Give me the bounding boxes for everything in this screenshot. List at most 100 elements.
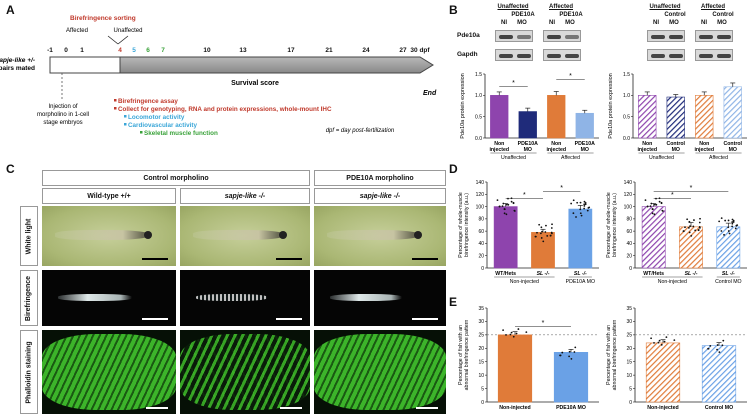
- data-point: [731, 221, 734, 223]
- y-tick-label: 0.5: [623, 114, 630, 120]
- data-point: [559, 354, 562, 357]
- bar: [666, 96, 685, 139]
- data-point: [689, 225, 691, 227]
- data-point: [720, 217, 723, 219]
- timeline-tick-label: 4: [118, 47, 122, 54]
- timeline-diagram: -1 0 1 4 5 6 7 10 13 17 21 24 27 30 dpf Survival scor…: [0, 15, 437, 137]
- western-blot-area: Unaffected PDE10A NI MO Affected PDE10A NI MO Un…: [455, 2, 755, 68]
- assay-bullet: [124, 115, 127, 118]
- data-point: [510, 200, 513, 203]
- y-axis-label-line: birefringence intensity (a.u.): [464, 193, 470, 257]
- blot-band: [651, 35, 665, 39]
- blot-strip-pde10a: [647, 30, 685, 42]
- data-point: [572, 212, 575, 215]
- data-point: [572, 199, 575, 202]
- data-point: [658, 339, 661, 342]
- data-point: [539, 232, 542, 235]
- blot-lane-label: NI: [701, 20, 707, 26]
- x-tick-label: injected: [694, 147, 714, 153]
- white-light-image: [314, 206, 446, 266]
- data-point: [551, 232, 553, 235]
- significance-star: *: [523, 192, 526, 199]
- x-tick-label: Control: [724, 141, 743, 147]
- blot-group-sub: PDE10A: [559, 12, 583, 18]
- muscle-fibers: [180, 334, 310, 410]
- y-tick-label: 1.0: [475, 93, 482, 99]
- data-point: [690, 234, 693, 237]
- x-tick-label: MO: [729, 147, 737, 153]
- data-point: [649, 205, 652, 207]
- data-point: [538, 223, 541, 226]
- data-point: [718, 351, 721, 354]
- data-point: [575, 216, 577, 218]
- data-point: [697, 229, 700, 231]
- data-point: [517, 328, 520, 330]
- data-point: [551, 223, 553, 226]
- data-point: [574, 346, 577, 349]
- row-label: Phalloidin staining: [20, 330, 38, 414]
- blot-band: [547, 35, 561, 39]
- scale-bar: [142, 318, 168, 320]
- blot-band: [669, 54, 683, 58]
- survival-arrow: [119, 56, 434, 74]
- data-point: [570, 357, 573, 360]
- timeline-tick-label: 7: [161, 47, 165, 54]
- y-axis-label-line: Percentage of fish with an: [606, 325, 612, 385]
- x-tick-label: WT/Hets: [643, 271, 664, 277]
- x-tick-label: Non: [642, 141, 652, 147]
- x-tick-label: injected: [489, 147, 509, 153]
- data-point: [731, 225, 734, 228]
- data-point: [707, 347, 710, 350]
- y-tick-label: 1.5: [623, 72, 630, 78]
- x-tick-label: MO: [672, 147, 680, 153]
- data-point: [544, 231, 547, 233]
- blot-lane-label: NI: [501, 20, 507, 26]
- chart-e-left: 0 5 10 15 20 25 30 35 Percentage of fish with an…: [458, 306, 599, 411]
- blot-strip-gapdh: [543, 49, 581, 61]
- bar: [553, 352, 589, 403]
- data-point: [584, 203, 587, 206]
- panel-letter-e: E: [449, 295, 458, 309]
- col-header-pde10a: PDE10A morpholino: [314, 170, 446, 186]
- y-tick-label: 140: [624, 180, 633, 186]
- timeline-tick-label: 21: [325, 47, 333, 54]
- birefringence-image: [314, 270, 446, 326]
- injection-line-1: Injection of: [48, 104, 77, 110]
- data-point: [727, 219, 730, 222]
- row-label-text: White light: [25, 218, 33, 254]
- assay-bullet: [124, 123, 127, 126]
- y-tick-label: 80: [626, 217, 632, 223]
- chart-d-left: 0 20 40 60 80 100 120 140 Percentage of whole-mu…: [458, 180, 599, 285]
- blot-strip-gapdh: [495, 49, 533, 61]
- data-point: [673, 339, 676, 342]
- chart-b-right: 0.0 0.5 1.0 1.5 Pde10a protein expression Non…: [608, 72, 747, 161]
- data-point: [663, 340, 666, 343]
- zebrafish-eye: [414, 231, 423, 239]
- timeline-tick-label: 0: [64, 47, 68, 54]
- data-point: [709, 344, 712, 347]
- group-label: Unaffected: [649, 155, 674, 161]
- data-point: [665, 336, 668, 339]
- group-label: Non-injected: [510, 279, 539, 285]
- bar: [493, 206, 518, 269]
- bar: [723, 86, 742, 139]
- data-point: [692, 225, 695, 228]
- data-point: [688, 220, 691, 223]
- y-tick-label: 100: [624, 204, 633, 210]
- data-point: [722, 339, 725, 342]
- bar: [490, 95, 509, 139]
- assay-bullet: [114, 107, 117, 110]
- data-point: [502, 329, 504, 332]
- birefringence-image: [180, 270, 310, 326]
- y-axis-label: Percentage of whole-musclebirefringence …: [458, 192, 470, 258]
- zebrafish-larva: [327, 230, 423, 240]
- group-label: Control MO: [715, 279, 742, 285]
- zebrafish-larva: [55, 230, 152, 240]
- data-point: [682, 230, 685, 233]
- data-point: [512, 335, 515, 338]
- timeline-tick-label: -1: [47, 47, 53, 54]
- scale-bar: [412, 318, 438, 320]
- significance-star: *: [560, 185, 563, 192]
- x-tick-label: PDE10A MO: [556, 405, 586, 411]
